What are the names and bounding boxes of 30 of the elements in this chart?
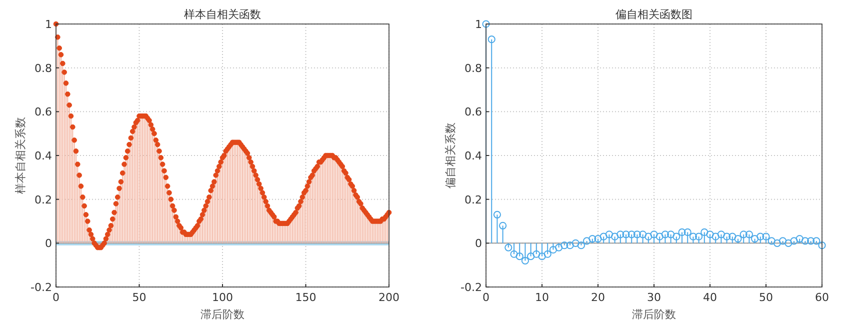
y-axis-title: 偏自相关系数 [444,122,457,188]
y-tick-label: 0 [475,237,482,250]
y-tick-label: 1 [45,18,52,31]
chart-title: 偏自相关函数图 [616,8,692,21]
x-axis-title: 滞后阶数 [632,308,676,321]
y-tick-label: 0.8 [34,62,52,75]
y-tick-label: -0.2 [30,281,52,294]
x-tick-label: 10 [535,291,549,304]
y-tick-label: -0.2 [460,281,482,294]
y-tick-label: 0.2 [34,193,52,206]
x-tick-label: 50 [759,291,773,304]
y-tick-label: 0.6 [34,106,52,119]
x-tick-label: 150 [295,291,316,304]
y-tick-label: 0.2 [464,193,482,206]
x-axis-title: 滞后阶数 [200,308,244,321]
x-tick-label: 60 [815,291,829,304]
y-tick-label: 0 [45,237,52,250]
chart-title: 样本自相关函数 [184,8,261,21]
y-tick-label: 0.6 [464,106,482,119]
y-tick-label: 0.4 [464,150,482,162]
x-tick-label: 100 [212,291,233,304]
x-tick-label: 50 [132,291,146,304]
x-tick-label: 20 [591,291,605,304]
y-tick-label: 0.8 [464,62,482,75]
y-tick-label: 1 [475,18,482,31]
x-tick-label: 200 [378,291,400,304]
y-axis-title: 样本自相关系数 [14,117,27,194]
x-tick-label: 40 [703,291,717,304]
y-tick-label: 0.4 [34,150,52,162]
x-tick-label: 30 [647,291,661,304]
